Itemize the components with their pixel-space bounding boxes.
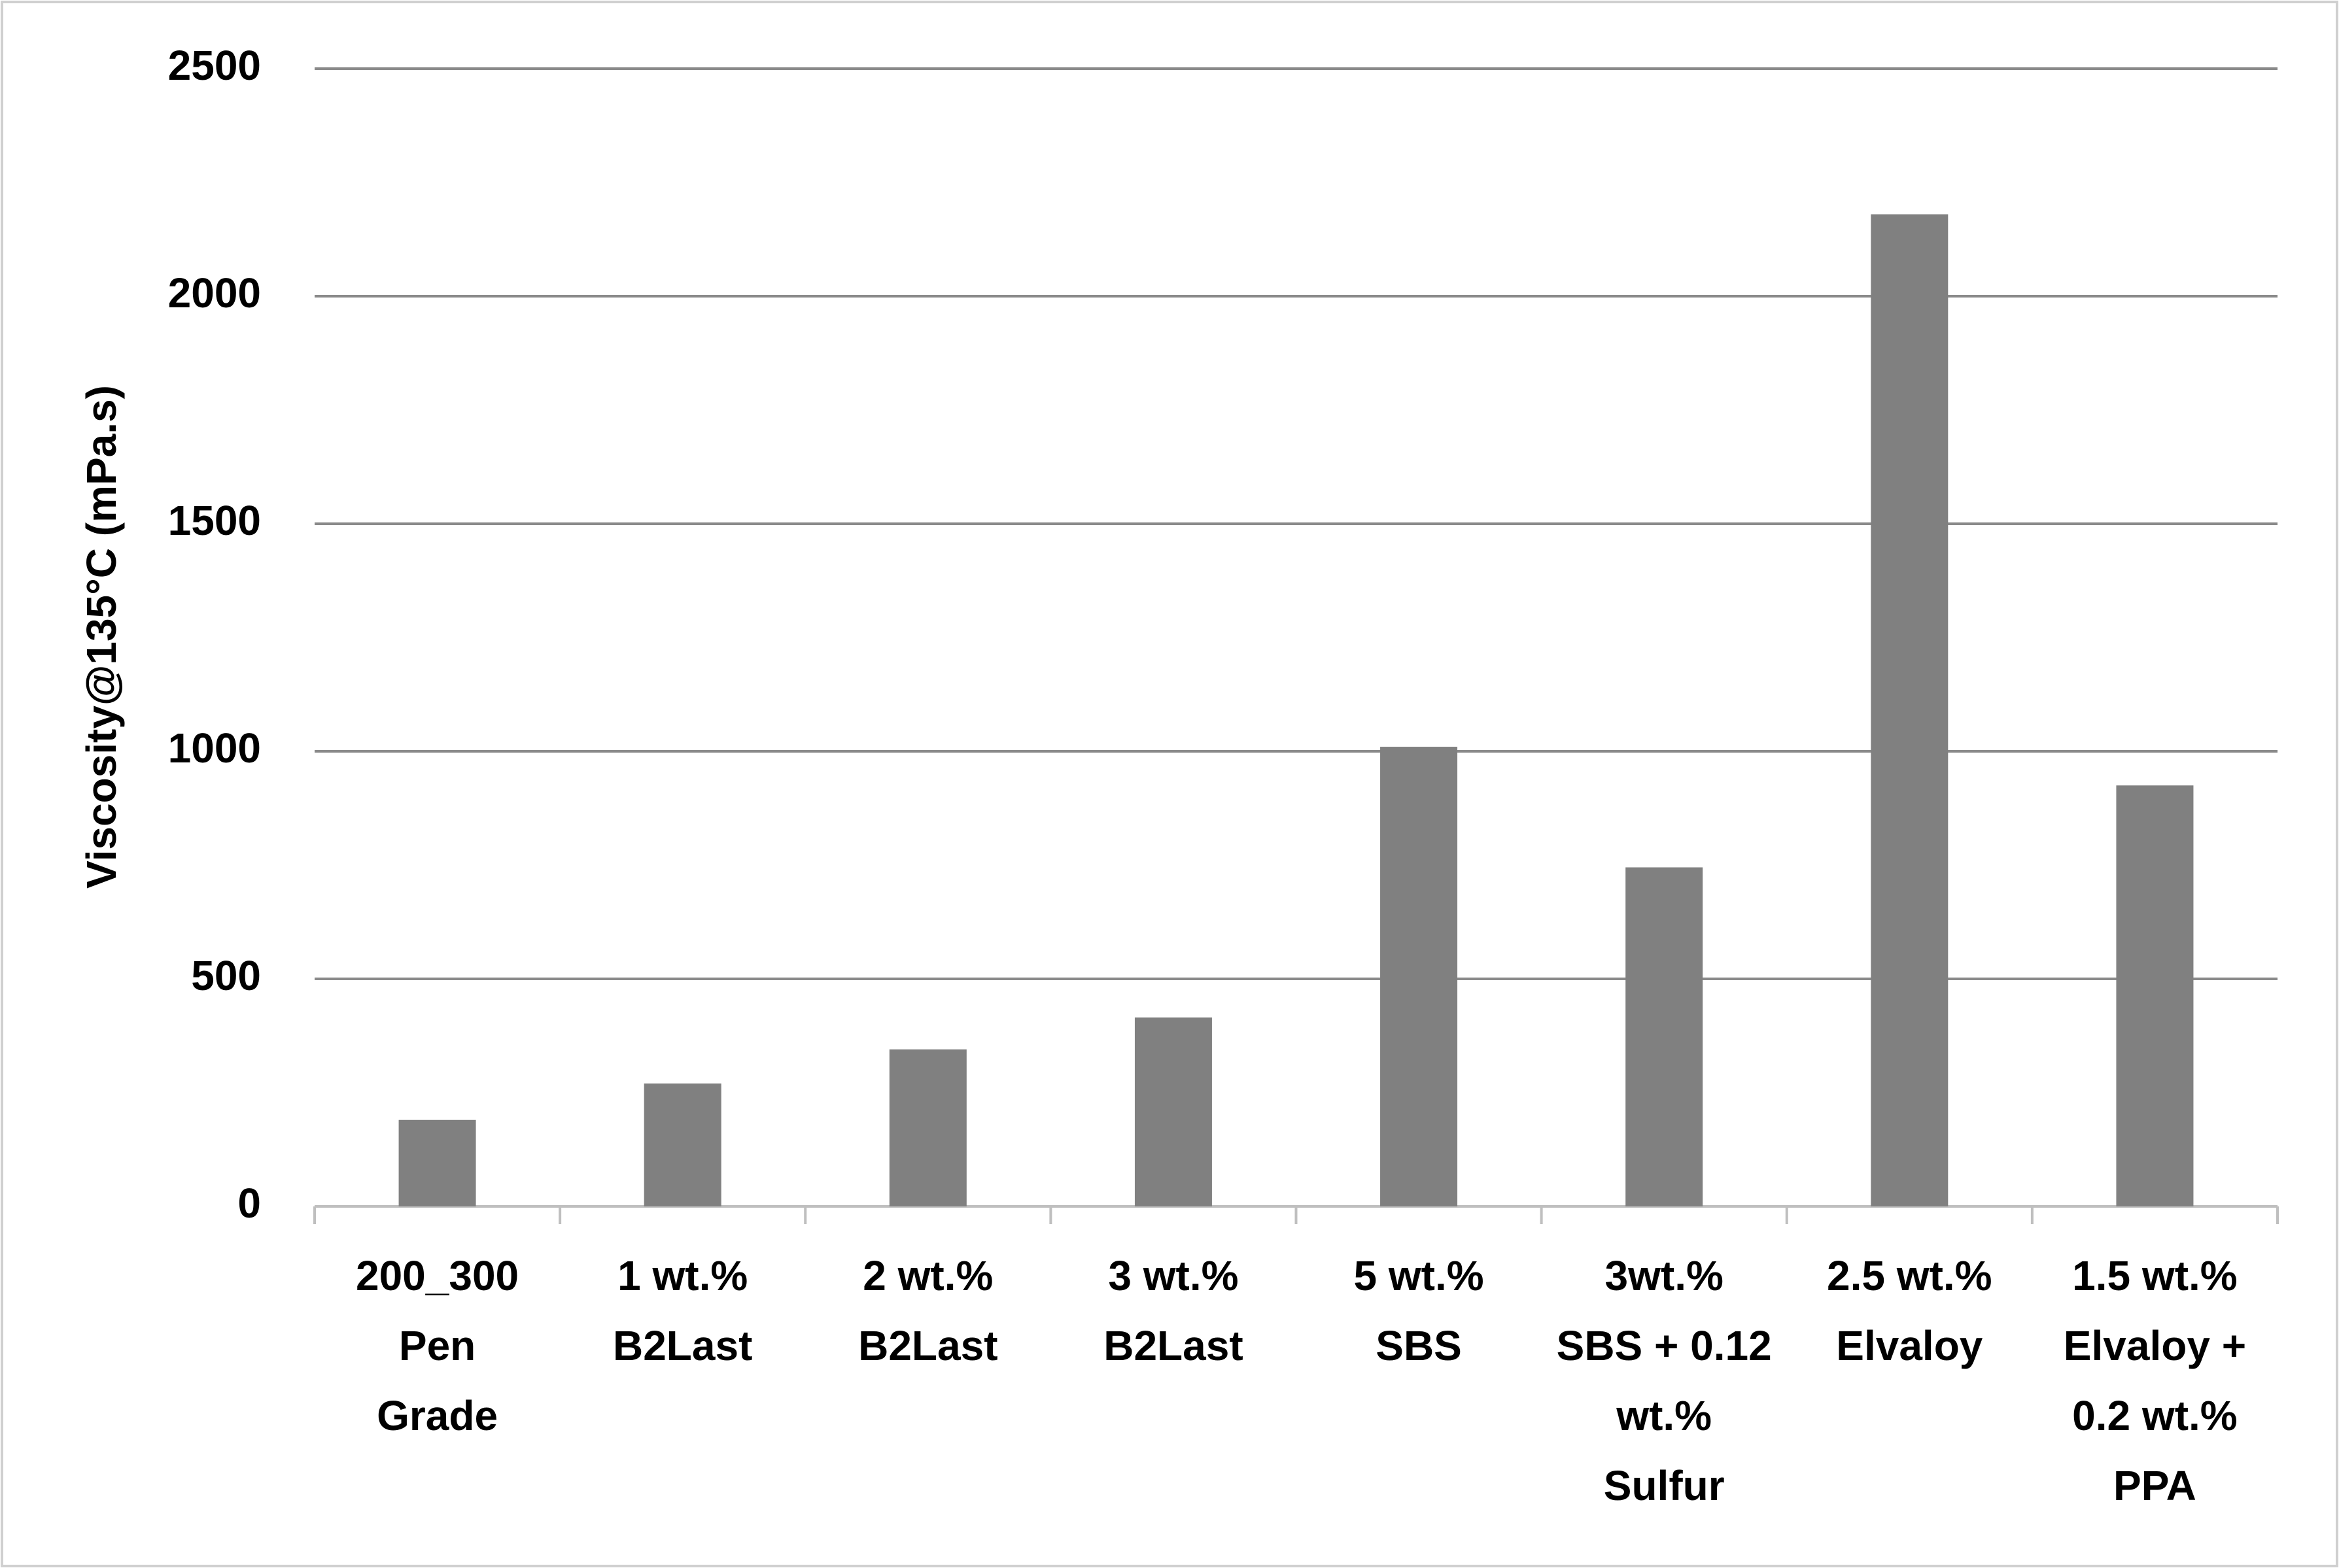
x-tick-label: 3 wt.% B2Last — [1103, 1252, 1243, 1369]
y-tick-label: 1000 — [168, 724, 261, 772]
x-tick-label: 2 wt.% B2Last — [858, 1252, 998, 1369]
bar — [889, 1049, 967, 1206]
bar — [398, 1119, 476, 1206]
x-tick-label: 3wt.% SBS + 0.12 wt.% Sulfur — [1556, 1252, 1772, 1509]
y-tick-label: 1500 — [168, 497, 261, 544]
x-tick-label: 5 wt.% SBS — [1353, 1252, 1484, 1369]
y-tick-label: 0 — [237, 1180, 261, 1227]
y-tick-label: 2500 — [168, 42, 261, 89]
x-tick-label: 1.5 wt.% Elvaloy + 0.2 wt.% PPA — [2063, 1252, 2247, 1509]
bar — [1625, 867, 1703, 1206]
y-tick-label: 2000 — [168, 269, 261, 316]
bar — [1134, 1017, 1212, 1206]
bar — [2116, 785, 2194, 1206]
y-axis-label: Viscosity@135°C (mPa.s) — [78, 385, 125, 889]
bar — [644, 1083, 721, 1206]
bar — [1380, 747, 1458, 1206]
bar — [1871, 214, 1949, 1207]
x-tick-label: 2.5 wt.% Elvaloy — [1827, 1252, 1992, 1369]
x-tick-label: 1 wt.% B2Last — [612, 1252, 753, 1369]
y-tick-label: 500 — [191, 952, 261, 999]
x-tick-label: 200_300 Pen Grade — [355, 1252, 519, 1439]
